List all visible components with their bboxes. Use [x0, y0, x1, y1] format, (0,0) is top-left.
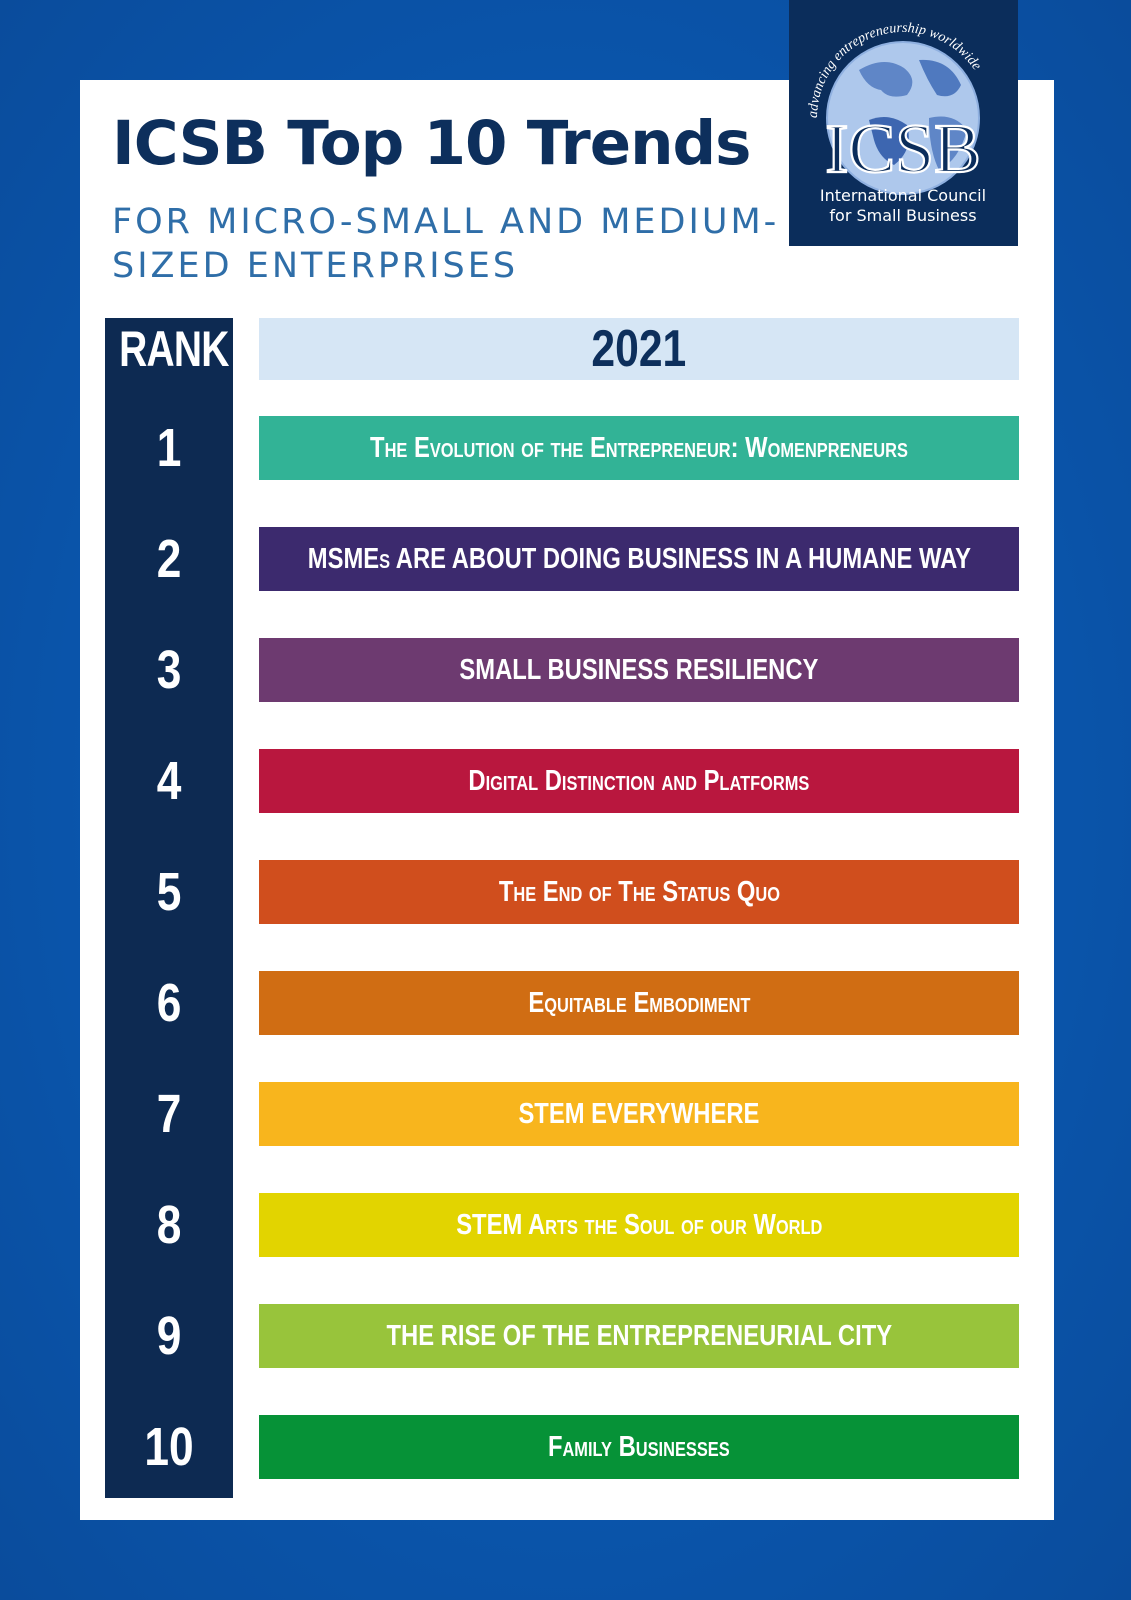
trend-label: THE RISE OF THE ENTREPRENEURIAL CITY: [386, 1319, 892, 1352]
rank-number-label: 4: [156, 751, 182, 811]
trend-bar: Family Businesses: [259, 1415, 1019, 1479]
rank-column: [105, 318, 233, 1498]
rank-number-label: 6: [156, 973, 182, 1033]
trend-bar: The Evolution of the Entrepreneur: Women…: [259, 416, 1019, 480]
rank-number: 10: [105, 1415, 233, 1479]
trend-label: The Evolution of the Entrepreneur: Women…: [370, 431, 908, 464]
rank-number: 2: [105, 527, 233, 591]
trend-label: STEM EVERYWHERE: [518, 1097, 760, 1130]
rank-number-label: 7: [156, 1084, 182, 1144]
globe-logo-icon: advancing entrepreneurship worldwide ICS…: [806, 21, 986, 225]
rank-number: 4: [105, 749, 233, 813]
trend-label: The End of The Status Quo: [498, 875, 780, 908]
trend-bar: Digital Distinction and Platforms: [259, 749, 1019, 813]
logo-acronym: ICSB: [825, 111, 981, 188]
rank-number: 3: [105, 638, 233, 702]
rank-number-label: 10: [144, 1417, 194, 1477]
trend-label: Digital Distinction and Platforms: [468, 764, 810, 797]
trend-label: Equitable Embodiment: [527, 986, 751, 1019]
page-title: ICSB Top 10 Trends: [112, 108, 751, 179]
trend-label: SMALL BUSINESS RESILIENCY: [459, 653, 819, 686]
rank-number: 6: [105, 971, 233, 1035]
rank-number: 9: [105, 1304, 233, 1368]
rank-number-label: 5: [156, 862, 182, 922]
trend-bar: Equitable Embodiment: [259, 971, 1019, 1035]
logo-name-line2: for Small Business: [829, 206, 976, 225]
rank-number-label: 8: [156, 1195, 182, 1255]
trend-label: STEM Arts the Soul of our World: [455, 1208, 823, 1241]
rank-number-label: 3: [156, 640, 182, 700]
rank-number: 1: [105, 416, 233, 480]
year-header: 2021: [259, 318, 1019, 380]
trend-bar: STEM EVERYWHERE: [259, 1082, 1019, 1146]
rank-number-label: 1: [156, 418, 182, 478]
rank-header: RANK: [119, 321, 229, 377]
year-header-label: 2021: [591, 320, 687, 378]
rank-number-label: 2: [156, 529, 182, 589]
page-subtitle: FOR MICRO-SMALL AND MEDIUM-SIZED ENTERPR…: [112, 202, 780, 286]
rank-number: 7: [105, 1082, 233, 1146]
trend-bar: STEM Arts the Soul of our World: [259, 1193, 1019, 1257]
trend-label: MSMEs ARE ABOUT DOING BUSINESS IN A HUMA…: [307, 542, 971, 575]
trend-bar: THE RISE OF THE ENTREPRENEURIAL CITY: [259, 1304, 1019, 1368]
rank-number: 8: [105, 1193, 233, 1257]
trend-label: Family Businesses: [548, 1430, 730, 1463]
rank-number: 5: [105, 860, 233, 924]
trend-bar: SMALL BUSINESS RESILIENCY: [259, 638, 1019, 702]
logo-name-line1: International Council: [820, 186, 986, 205]
trend-bar: The End of The Status Quo: [259, 860, 1019, 924]
rank-number-label: 9: [156, 1306, 182, 1366]
trend-bar: MSMEs ARE ABOUT DOING BUSINESS IN A HUMA…: [259, 527, 1019, 591]
icsb-logo: advancing entrepreneurship worldwide ICS…: [789, 0, 1018, 246]
